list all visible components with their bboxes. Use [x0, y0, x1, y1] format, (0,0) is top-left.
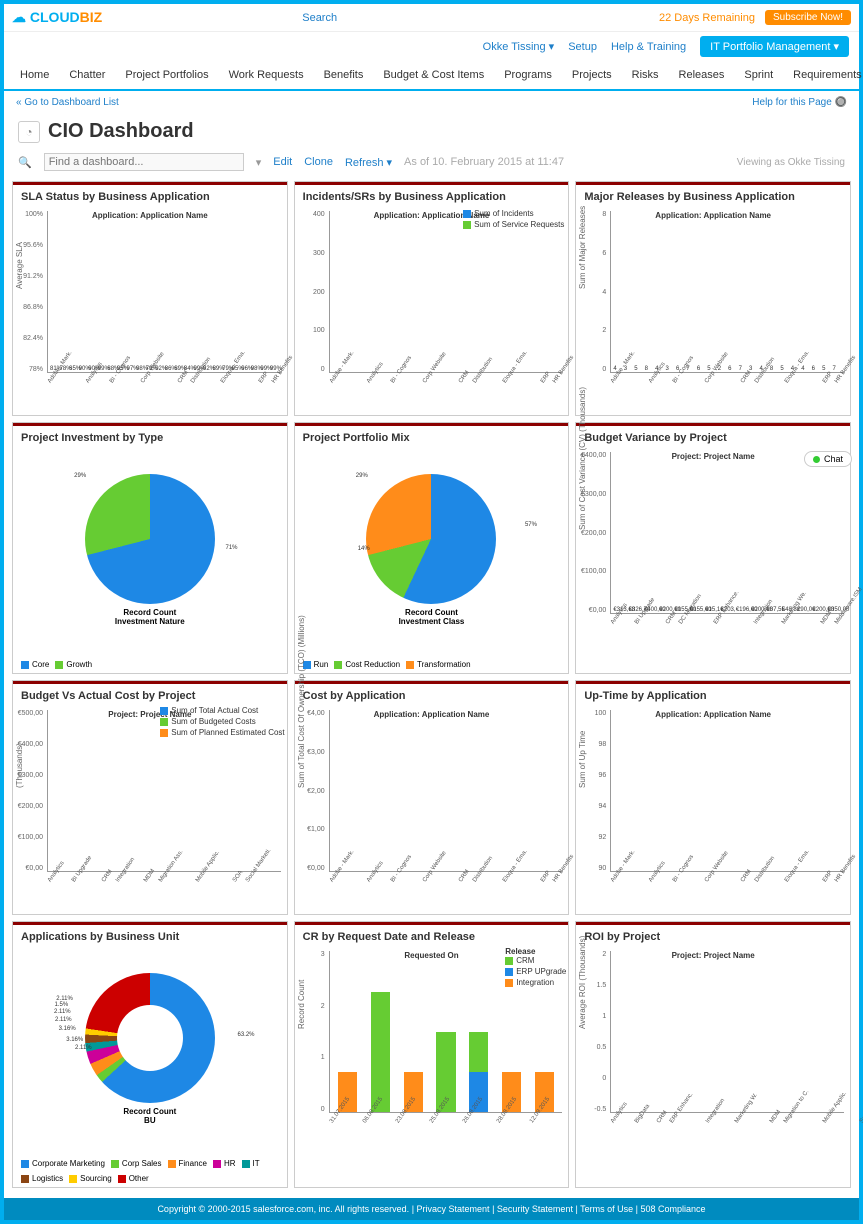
panel-cr-by-request-date-and-release: CR by Request Date and Release3210Record… [294, 921, 570, 1188]
panel-project-investment-by-type: Project Investment by TypeRecord CountIn… [12, 422, 288, 674]
panel-roi-by-project: ROI by Project21.510.50-0.5Average ROI (… [575, 921, 851, 1188]
viewing-as-text: Viewing as Okke Tissing [737, 157, 845, 168]
tab-benefits[interactable]: Benefits [314, 61, 374, 89]
dashboard-icon: ◔ [18, 121, 40, 143]
panel-major-releases-by-business-application: Major Releases by Business Application86… [575, 181, 851, 416]
panel-title: ROI by Project [576, 922, 850, 945]
panel-title: SLA Status by Business Application [13, 182, 287, 205]
user-row: Okke Tissing ▾ Setup Help & Training IT … [4, 32, 859, 61]
brand-logo: ☁ CLOUDBIZ [12, 9, 102, 26]
app-switcher-button[interactable]: IT Portfolio Management ▾ [700, 36, 849, 57]
tab-projects[interactable]: Projects [562, 61, 622, 89]
panel-title: Applications by Business Unit [13, 922, 287, 945]
footer-link[interactable]: 508 Compliance [641, 1204, 706, 1214]
nav-tabs: HomeChatterProject PortfoliosWork Reques… [4, 61, 859, 91]
setup-link[interactable]: Setup [568, 41, 597, 53]
page-title: CIO Dashboard [48, 120, 194, 143]
panel-title: Major Releases by Business Application [576, 182, 850, 205]
footer-link[interactable]: Security Statement [497, 1204, 573, 1214]
panel-budget-vs-actual-cost-by-project: Budget Vs Actual Cost by Project€500,00€… [12, 680, 288, 915]
refresh-button[interactable]: Refresh ▾ [345, 156, 392, 169]
find-dashboard-input[interactable] [44, 153, 244, 171]
panel-project-portfolio-mix: Project Portfolio MixRecord CountInvestm… [294, 422, 570, 674]
breadcrumb-back[interactable]: « Go to Dashboard List [16, 97, 119, 108]
tab-risks[interactable]: Risks [622, 61, 669, 89]
help-link[interactable]: Help & Training [611, 41, 686, 53]
trial-remaining: 22 Days Remaining [659, 12, 755, 24]
page-help-link[interactable]: Help for this Page 🔘 [740, 91, 859, 114]
panel-title: Budget Variance by Project [576, 423, 850, 446]
search-icon: 🔍 [18, 156, 32, 169]
chat-pill[interactable]: Chat [804, 451, 852, 467]
footer-link[interactable]: Privacy Statement [417, 1204, 490, 1214]
tab-budget-cost-items[interactable]: Budget & Cost Items [373, 61, 494, 89]
user-menu[interactable]: Okke Tissing ▾ [483, 40, 555, 53]
footer-link[interactable]: Terms of Use [580, 1204, 633, 1214]
panel-title: CR by Request Date and Release [295, 922, 569, 945]
dashboard-grid: SLA Status by Business Application100%95… [4, 181, 859, 1198]
tab-programs[interactable]: Programs [494, 61, 562, 89]
tab-project-portfolios[interactable]: Project Portfolios [115, 61, 218, 89]
as-of-text: As of 10. February 2015 at 11:47 [404, 156, 564, 168]
top-bar: ☁ CLOUDBIZ Search 22 Days Remaining Subs… [4, 4, 859, 32]
panel-title: Up-Time by Application [576, 681, 850, 704]
panel-title: Budget Vs Actual Cost by Project [13, 681, 287, 704]
panel-budget-variance-by-project: Budget Variance by Project€400,00€300,00… [575, 422, 851, 674]
panel-title: Project Investment by Type [13, 423, 287, 446]
clone-button[interactable]: Clone [304, 156, 333, 168]
panel-cost-by-application: Cost by Application€4,00€3,00€2,00€1,00€… [294, 680, 570, 915]
edit-button[interactable]: Edit [273, 156, 292, 168]
tab-chatter[interactable]: Chatter [59, 61, 115, 89]
panel-title: Cost by Application [295, 681, 569, 704]
tab-work-requests[interactable]: Work Requests [219, 61, 314, 89]
search-link[interactable]: Search [302, 12, 337, 24]
panel-title: Incidents/SRs by Business Application [295, 182, 569, 205]
tab-sprint[interactable]: Sprint [734, 61, 783, 89]
panel-up-time-by-application: Up-Time by Application1009896949290Sum o… [575, 680, 851, 915]
tab-home[interactable]: Home [10, 61, 59, 89]
panel-sla-status-by-business-application: SLA Status by Business Application100%95… [12, 181, 288, 416]
panel-applications-by-business-unit: Applications by Business UnitRecord Coun… [12, 921, 288, 1188]
tab-requirements[interactable]: Requirements [783, 61, 863, 89]
toolbar: 🔍 ▾ Edit Clone Refresh ▾ As of 10. Febru… [4, 149, 859, 181]
tab-releases[interactable]: Releases [669, 61, 735, 89]
subscribe-button[interactable]: Subscribe Now! [765, 10, 851, 25]
panel-title: Project Portfolio Mix [295, 423, 569, 446]
panel-incidents-srs-by-business-application: Incidents/SRs by Business Application400… [294, 181, 570, 416]
footer: Copyright © 2000-2015 salesforce.com, in… [4, 1198, 859, 1220]
